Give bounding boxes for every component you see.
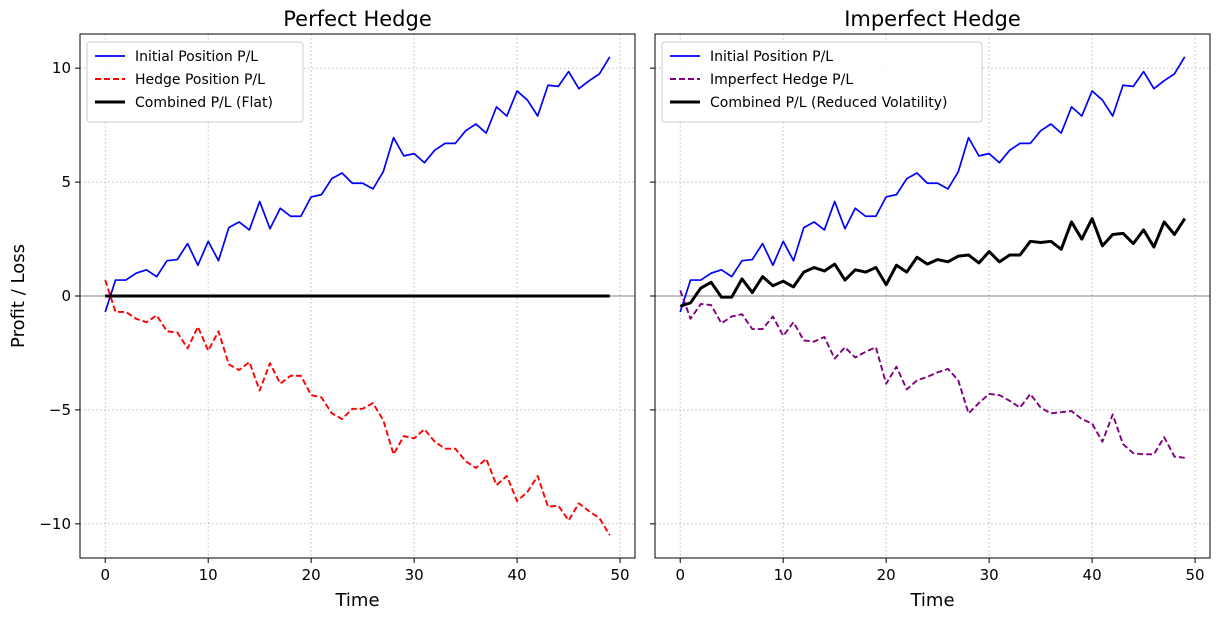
axis-ticks: 0 10 20 30 40 50	[650, 67, 1205, 584]
x-tick-label: 10	[774, 566, 793, 584]
y-tick-label: −5	[49, 401, 71, 419]
y-tick-label: 0	[61, 287, 71, 305]
axis-ticks: 0 10 20 30 40 50 −10 −5 0 5 10	[39, 59, 629, 584]
legend-label-hedge-position-p-l: Hedge Position P/L	[135, 72, 265, 88]
x-tick-label: 30	[980, 566, 999, 584]
series-line-initial-position-p-l	[679, 56, 1186, 313]
legend-label-imperfect-hedge-p-l: Imperfect Hedge P/L	[710, 72, 853, 88]
y-tick-label: −10	[39, 515, 71, 533]
legend-box	[661, 41, 983, 123]
panel-imperfect-hedge: 0 10 20 30 40 50 Imperfect Hedge Time Initial…	[650, 7, 1211, 611]
x-tick-label: 0	[100, 566, 110, 584]
legend-label-initial-position-p-l: Initial Position P/L	[135, 49, 258, 65]
x-tick-label: 50	[611, 566, 630, 584]
series-line-imperfect-hedge-p-l	[679, 289, 1185, 459]
x-tick-label: 40	[1083, 566, 1102, 584]
series-line-hedge-position-p-l	[104, 279, 611, 536]
series-line-initial-position-p-l	[104, 56, 611, 313]
x-axis-label: Time	[909, 590, 954, 611]
y-tick-label: 5	[61, 173, 71, 191]
x-tick-label: 50	[1186, 566, 1205, 584]
x-tick-label: 30	[405, 566, 424, 584]
legend-label-combined-p-l-flat: Combined P/L (Flat)	[135, 95, 273, 111]
x-tick-label: 40	[508, 566, 527, 584]
x-tick-label: 20	[877, 566, 896, 584]
y-tick-label: 10	[52, 59, 71, 77]
legend: Initial Position P/L Imperfect Hedge P/L C…	[661, 41, 983, 123]
legend: Initial Position P/L Hedge Position P/L Co…	[86, 41, 304, 123]
x-tick-label: 0	[675, 566, 685, 584]
legend-box	[86, 41, 304, 123]
series-line-combined-p-l-reduced-volatility	[679, 217, 1187, 308]
x-tick-label: 10	[199, 566, 218, 584]
x-axis-label: Time	[334, 590, 379, 611]
x-tick-label: 20	[302, 566, 321, 584]
series-lines	[679, 56, 1187, 459]
legend-label-initial-position-p-l: Initial Position P/L	[710, 49, 833, 65]
series-lines	[104, 56, 611, 536]
legend-label-combined-p-l-reduced-volatility: Combined P/L (Reduced Volatility)	[710, 95, 948, 111]
panel-title: Imperfect Hedge	[844, 7, 1021, 31]
y-axis-label: Profit / Loss	[8, 244, 29, 348]
panel-title: Perfect Hedge	[283, 7, 432, 31]
